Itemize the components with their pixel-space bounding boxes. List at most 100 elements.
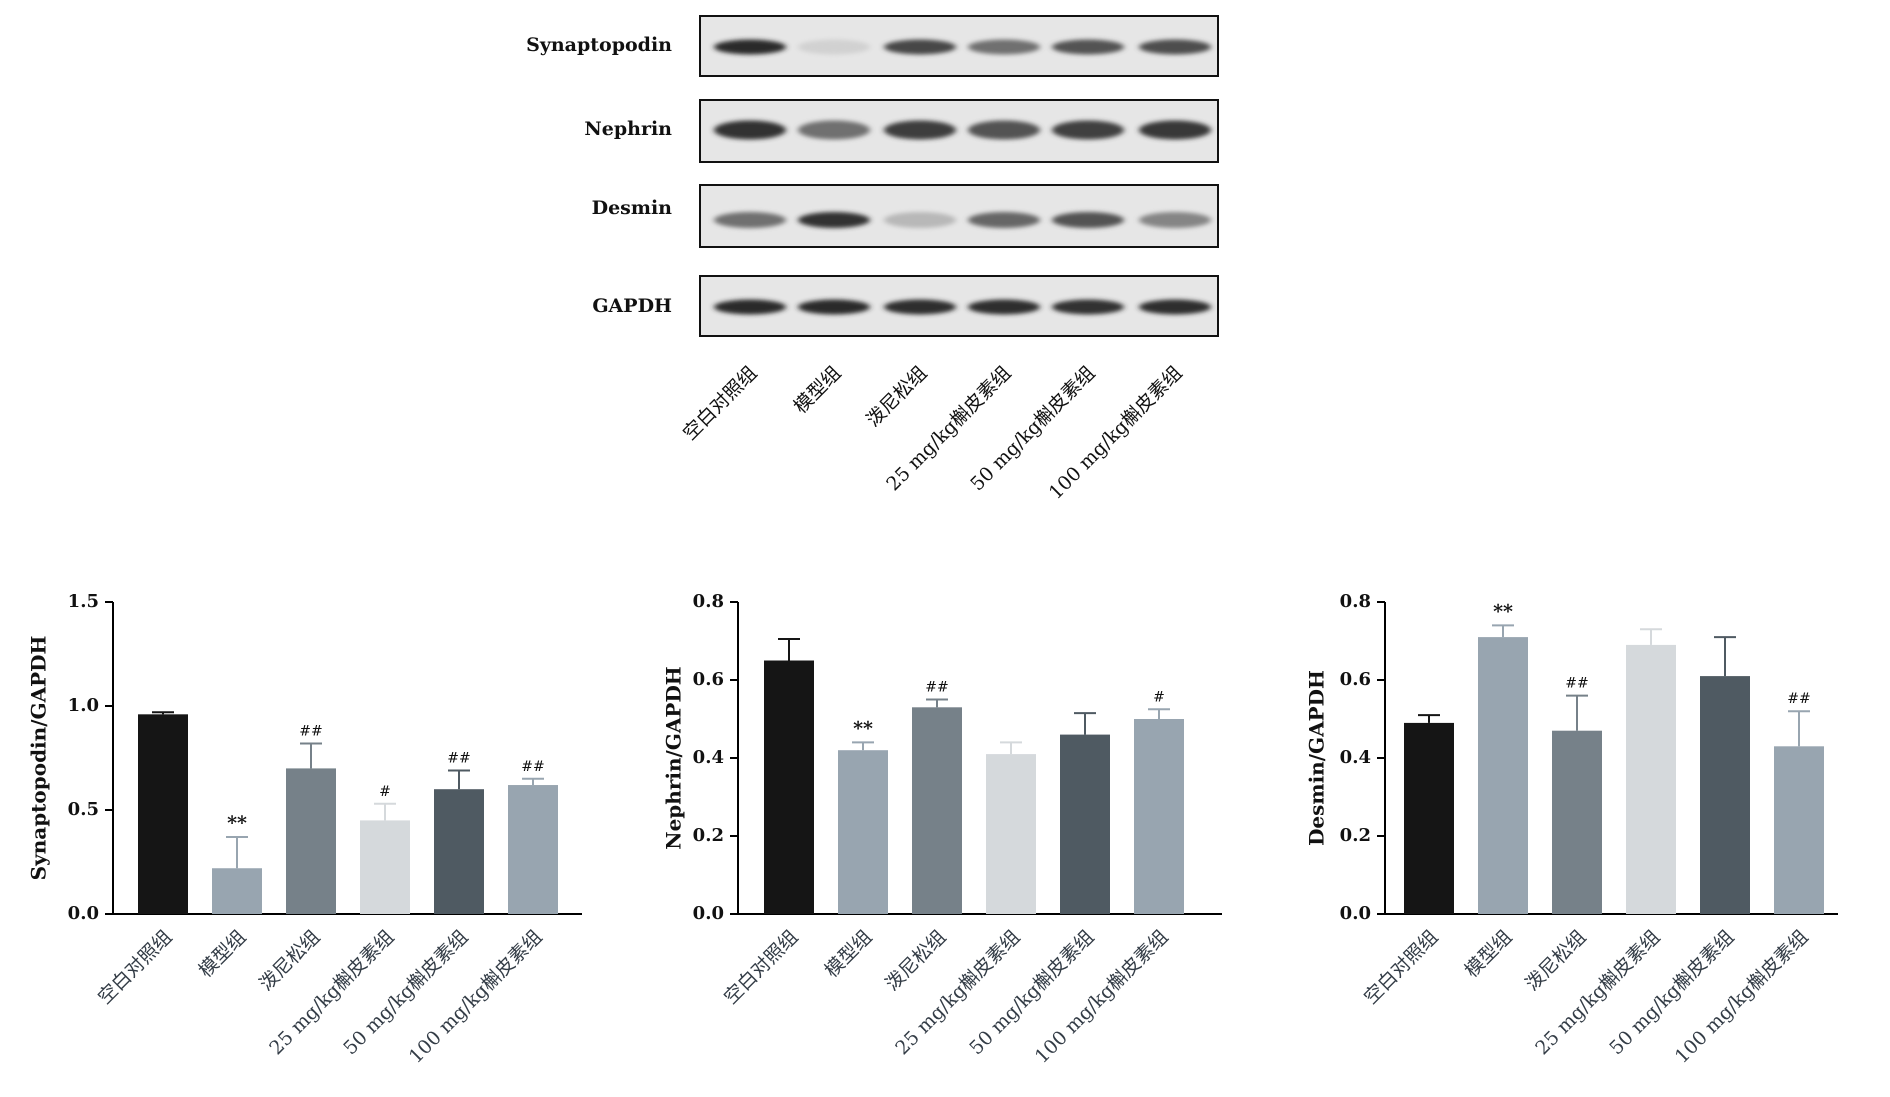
blot-lane-label: 空白对照组: [679, 362, 762, 445]
bar-charts: 0.0 0.5 1.0 1.5 Synaptopodin/GAPDH 空白对照组 ** 模型组…: [27, 591, 1838, 1068]
y-tick-label: 0.4: [693, 747, 724, 768]
blot-band: [884, 39, 956, 55]
x-tick-label: 100 mg/kg槲皮素组: [1671, 926, 1813, 1068]
blot-band: [714, 39, 786, 55]
bar: [764, 660, 814, 914]
significance-label: **: [1493, 600, 1513, 622]
bar: [434, 789, 484, 914]
blot-lane-label: 模型组: [790, 362, 846, 418]
bar-chart: 0.0 0.5 1.0 1.5 Synaptopodin/GAPDH 空白对照组 ** 模型组…: [27, 591, 582, 1068]
significance-label: ##: [521, 759, 544, 775]
blot-band: [1052, 299, 1124, 315]
y-axis-label: Synaptopodin/GAPDH: [27, 636, 51, 881]
x-tick-label: 模型组: [195, 926, 251, 982]
blot-band: [1052, 212, 1124, 228]
x-tick-label: 50 mg/kg槲皮素组: [965, 926, 1098, 1059]
blot-band: [968, 299, 1040, 315]
x-tick-label: 空白对照组: [720, 926, 803, 1009]
y-tick-label: 0.0: [1340, 903, 1371, 924]
significance-label: ##: [1565, 676, 1588, 692]
y-tick-label: 0.8: [1340, 591, 1371, 612]
blot-band: [1139, 120, 1211, 140]
y-tick-label: 0.6: [1340, 669, 1371, 690]
blot-band: [968, 120, 1040, 140]
western-blot-panel: Synaptopodin Nephrin Desmin GAPDH 空白对照组 模型组 泼尼…: [526, 15, 1219, 504]
blot-band: [798, 299, 870, 315]
bar: [212, 868, 262, 914]
blot-band: [798, 212, 870, 228]
blot-band: [968, 212, 1040, 228]
blot-label: Desmin: [592, 197, 673, 219]
significance-label: **: [853, 717, 873, 739]
blot-band: [884, 120, 956, 140]
x-tick-label: 25 mg/kg槲皮素组: [1531, 926, 1664, 1059]
blot-band: [968, 39, 1040, 55]
blot-band: [1052, 120, 1124, 140]
y-tick-label: 1.0: [68, 695, 99, 716]
significance-label: #: [379, 784, 391, 800]
x-tick-label: 泼尼松组: [1521, 926, 1590, 995]
x-tick-label: 空白对照组: [94, 926, 177, 1009]
x-tick-label: 50 mg/kg槲皮素组: [339, 926, 472, 1059]
blot-strip: [699, 99, 1219, 163]
blot-band: [714, 212, 786, 228]
blot-label: Nephrin: [584, 118, 672, 140]
blot-band: [1139, 39, 1211, 55]
x-tick-label: 100 mg/kg槲皮素组: [405, 926, 547, 1068]
bar: [1404, 722, 1454, 914]
x-tick-label: 25 mg/kg槲皮素组: [265, 926, 398, 1059]
blot-strip: [699, 184, 1219, 248]
blot-band: [798, 120, 870, 140]
blot-lane-label: 泼尼松组: [862, 362, 931, 431]
bar: [1552, 730, 1602, 914]
y-tick-label: 0.5: [68, 799, 99, 820]
y-tick-label: 1.5: [68, 591, 99, 612]
x-tick-label: 空白对照组: [1360, 926, 1443, 1009]
significance-label: ##: [1787, 691, 1810, 707]
x-tick-label: 50 mg/kg槲皮素组: [1605, 926, 1738, 1059]
x-tick-label: 100 mg/kg槲皮素组: [1031, 926, 1173, 1068]
bar: [1700, 676, 1750, 914]
blot-band: [1052, 39, 1124, 55]
significance-label: ##: [447, 750, 470, 766]
bar: [360, 820, 410, 914]
bar: [286, 768, 336, 914]
y-tick-label: 0.8: [693, 591, 724, 612]
blot-label: GAPDH: [592, 295, 672, 317]
significance-label: ##: [925, 680, 948, 696]
significance-label: #: [1153, 689, 1165, 705]
bar: [1478, 637, 1528, 914]
blot-band: [884, 299, 956, 315]
y-tick-label: 0.2: [693, 825, 724, 846]
blot-band: [714, 299, 786, 315]
y-tick-label: 0.2: [1340, 825, 1371, 846]
y-tick-label: 0.0: [68, 903, 99, 924]
y-tick-label: 0.0: [693, 903, 724, 924]
bar: [912, 707, 962, 914]
bar: [1626, 644, 1676, 914]
y-tick-label: 0.6: [693, 669, 724, 690]
blot-band: [1139, 299, 1211, 315]
x-tick-label: 泼尼松组: [881, 926, 950, 995]
blot-band: [884, 212, 956, 228]
bar-chart: 0.0 0.2 0.4 0.6 0.8 Desmin/GAPDH 空白对照组 ** 模型组 ## 泼…: [1305, 591, 1838, 1068]
y-tick-label: 0.4: [1340, 747, 1371, 768]
bar: [1774, 746, 1824, 914]
bar: [138, 714, 188, 914]
y-axis-label: Desmin/GAPDH: [1305, 670, 1329, 846]
bar: [838, 750, 888, 914]
x-tick-label: 模型组: [1461, 926, 1517, 982]
bar: [1060, 734, 1110, 914]
blot-band: [1139, 212, 1211, 228]
x-tick-label: 25 mg/kg槲皮素组: [891, 926, 1024, 1059]
bar: [986, 754, 1036, 914]
x-tick-label: 模型组: [821, 926, 877, 982]
significance-label: ##: [299, 723, 322, 739]
y-axis-label: Nephrin/GAPDH: [662, 666, 686, 849]
significance-label: **: [227, 812, 247, 834]
blot-label: Synaptopodin: [526, 34, 672, 56]
bar-chart: 0.00.20.40.60.8Nephrin/GAPDH空白对照组**模型组##…: [662, 591, 1222, 1068]
bar: [508, 785, 558, 914]
